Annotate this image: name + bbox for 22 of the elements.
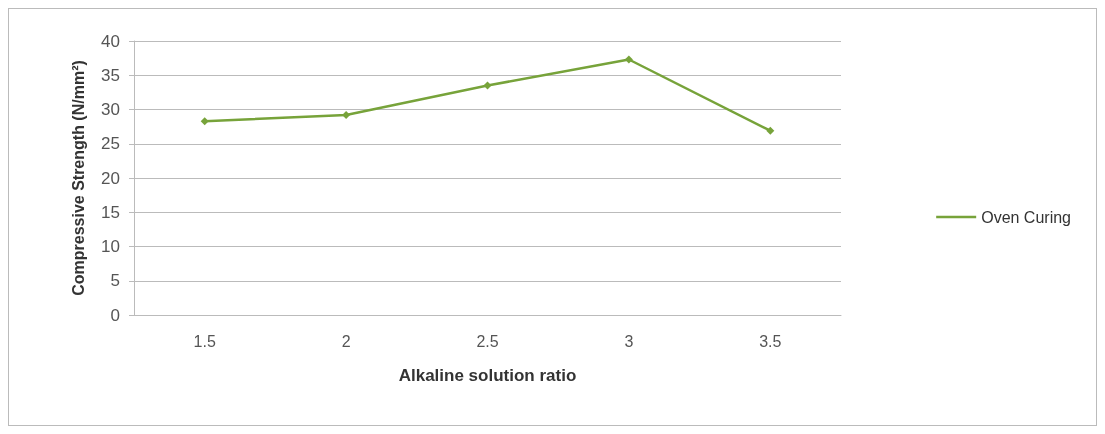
y-tick-label: 0 <box>110 305 120 325</box>
x-tick-label: 2 <box>341 332 351 350</box>
y-tick-label: 35 <box>101 65 120 85</box>
point <box>766 126 775 135</box>
y-tick-label: 5 <box>110 271 120 291</box>
point <box>624 55 633 64</box>
x-tick-label: 3.5 <box>759 332 782 350</box>
legend-label: Oven Curing <box>981 208 1072 226</box>
point <box>483 81 492 90</box>
x-axis-title: Alkaline solution ratio <box>398 366 577 385</box>
point <box>342 110 351 119</box>
point <box>200 117 209 126</box>
x-tick-label: 2.5 <box>476 332 499 350</box>
y-tick-label: 15 <box>101 202 120 222</box>
y-axis-title: Compressive Strength (N/mm²) <box>69 60 87 296</box>
y-tick-label: 40 <box>101 31 120 51</box>
x-tick-label: 3 <box>624 332 634 350</box>
x-tick-label: 1.5 <box>193 332 216 350</box>
y-tick-label: 10 <box>101 237 120 256</box>
y-tick-label: 25 <box>101 134 120 154</box>
y-tick-label: 20 <box>101 168 120 188</box>
y-tick-label: 30 <box>101 100 120 119</box>
